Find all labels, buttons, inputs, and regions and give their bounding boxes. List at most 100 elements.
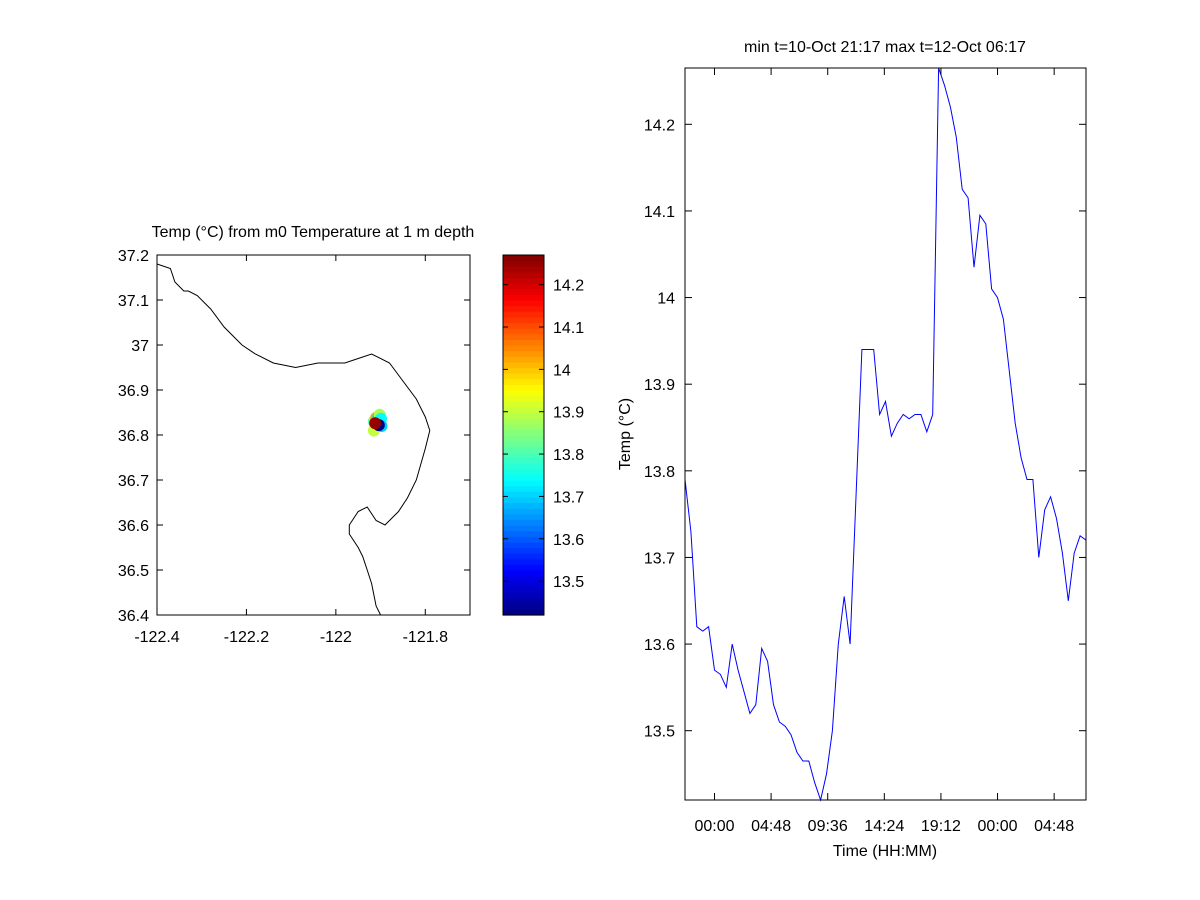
colorbar-band [503, 255, 544, 262]
colorbar-band [503, 485, 544, 492]
colorbar-band [503, 423, 544, 430]
colorbar-band [503, 468, 544, 475]
timeseries-y-axis: 13.5 13.6 13.7 13.8 13.9 14 14.1 14.2 [644, 117, 1086, 741]
colorbar-band [503, 564, 544, 571]
colorbar-band [503, 333, 544, 340]
map-y-tick-label: 36.7 [118, 473, 149, 490]
colorbar-band [503, 401, 544, 408]
timeseries-y-tick-label: 13.9 [644, 377, 675, 394]
colorbar-tick-label: 13.7 [553, 489, 584, 506]
colorbar-band [503, 496, 544, 504]
colorbar-band [503, 311, 544, 318]
colorbar-band [503, 440, 544, 447]
map-x-tick-label: -121.8 [403, 629, 448, 646]
colorbar-tick-label: 14.2 [553, 278, 584, 295]
colorbar-tick-label: 13.9 [553, 405, 584, 422]
colorbar-band [503, 603, 544, 610]
colorbar-band [503, 294, 544, 301]
colorbar-band [503, 266, 544, 273]
colorbar-band [503, 474, 544, 481]
colorbar-band [503, 519, 544, 526]
colorbar-band [503, 300, 544, 307]
timeseries-x-tick-label: 00:00 [978, 818, 1018, 835]
colorbar-band [503, 378, 544, 385]
timeseries-x-tick-label: 00:00 [694, 818, 734, 835]
colorbar-band [503, 541, 544, 549]
colorbar-band [503, 390, 544, 397]
map-title: Temp (°C) from m0 Temperature at 1 m dep… [152, 224, 475, 241]
timeseries-x-tick-label: 19:12 [921, 818, 961, 835]
timeseries-panel: min t=10-Oct 21:17 max t=12-Oct 06:17 00… [617, 39, 1087, 860]
timeseries-y-tick-label: 13.7 [644, 550, 675, 567]
map-y-tick-label: 36.8 [118, 428, 149, 445]
map-x-tick-label: -122.2 [224, 629, 269, 646]
colorbar-band [503, 513, 544, 520]
colorbar-band [503, 345, 544, 352]
timeseries-y-tick-label: 14 [657, 291, 675, 308]
colorbar-band [503, 553, 544, 560]
colorbar-band [503, 547, 544, 554]
colorbar-box [502, 254, 545, 616]
colorbar-band [503, 570, 544, 577]
colorbar-band [503, 395, 544, 402]
map-y-tick-label: 37.1 [118, 293, 149, 310]
timeseries-x-tick-label: 09:36 [808, 818, 848, 835]
timeseries-y-label: Temp (°C) [617, 398, 634, 470]
colorbar-band [503, 322, 544, 329]
colorbar-tick-label: 14.1 [553, 320, 584, 337]
timeseries-y-tick-label: 14.1 [644, 204, 675, 221]
timeseries-axes-box [684, 67, 1087, 801]
colorbar-tick-label: 13.5 [553, 574, 584, 591]
timeseries-x-tick-label: 04:48 [1034, 818, 1074, 835]
colorbar-band [503, 305, 544, 312]
map-y-tick-label: 37 [131, 338, 149, 355]
colorbar-band [503, 339, 544, 346]
colorbar-band [503, 350, 544, 357]
map-y-tick-label: 37.2 [118, 248, 149, 265]
colorbar-band [503, 581, 544, 588]
map-panel: Temp (°C) from m0 Temperature at 1 m dep… [118, 224, 474, 646]
timeseries-x-label: Time (HH:MM) [833, 843, 937, 860]
colorbar-band [503, 598, 544, 605]
map-y-tick-label: 36.4 [118, 608, 149, 625]
colorbar-axis: 13.5 13.6 13.7 13.8 13.9 14 14.1 14.2 [503, 278, 584, 591]
colorbar-band [503, 575, 544, 582]
colorbar-band [503, 316, 544, 324]
colorbar-band [503, 418, 544, 425]
map-y-tick-label: 36.6 [118, 518, 149, 535]
colorbar-band [503, 558, 544, 565]
timeseries-x-tick-label: 04:48 [751, 818, 791, 835]
colorbar-band [503, 502, 544, 509]
colorbar-band [503, 260, 544, 267]
colorbar-band [503, 435, 544, 442]
colorbar: 13.5 13.6 13.7 13.8 13.9 14 14.1 14.2 [502, 254, 584, 616]
colorbar-band [503, 406, 544, 414]
timeseries-y-tick-label: 13.5 [644, 724, 675, 741]
colorbar-band [503, 356, 544, 363]
colorbar-band [503, 373, 544, 380]
map-y-axis: 37.2 37.1 37 36.9 36.8 36.7 36.6 36.5 36.4 [118, 248, 470, 625]
colorbar-band [503, 536, 544, 543]
colorbar-band [503, 328, 544, 335]
colorbar-band [503, 463, 544, 470]
colorbar-band [503, 271, 544, 279]
colorbar-band [503, 367, 544, 374]
map-plot-area [156, 263, 431, 616]
colorbar-band [503, 508, 544, 515]
colorbar-band [503, 361, 544, 369]
colorbar-tick-label: 13.6 [553, 532, 584, 549]
map-x-axis: -122.4 -122.2 -122 -121.8 [134, 255, 448, 646]
timeseries-y-tick-label: 14.2 [644, 117, 675, 134]
colorbar-band [503, 480, 544, 487]
colorbar-band [503, 586, 544, 594]
map-x-tick-label: -122.4 [134, 629, 179, 646]
map-y-tick-label: 36.5 [118, 563, 149, 580]
timeseries-x-axis: 00:00 04:48 09:36 14:24 19:12 00:00 04:48 [694, 68, 1074, 835]
colorbar-band [503, 525, 544, 532]
colorbar-band [503, 384, 544, 391]
colorbar-band [503, 412, 544, 419]
colorbar-band [503, 451, 544, 459]
colorbar-band [503, 609, 544, 616]
timeseries-title: min t=10-Oct 21:17 max t=12-Oct 06:17 [744, 39, 1026, 56]
